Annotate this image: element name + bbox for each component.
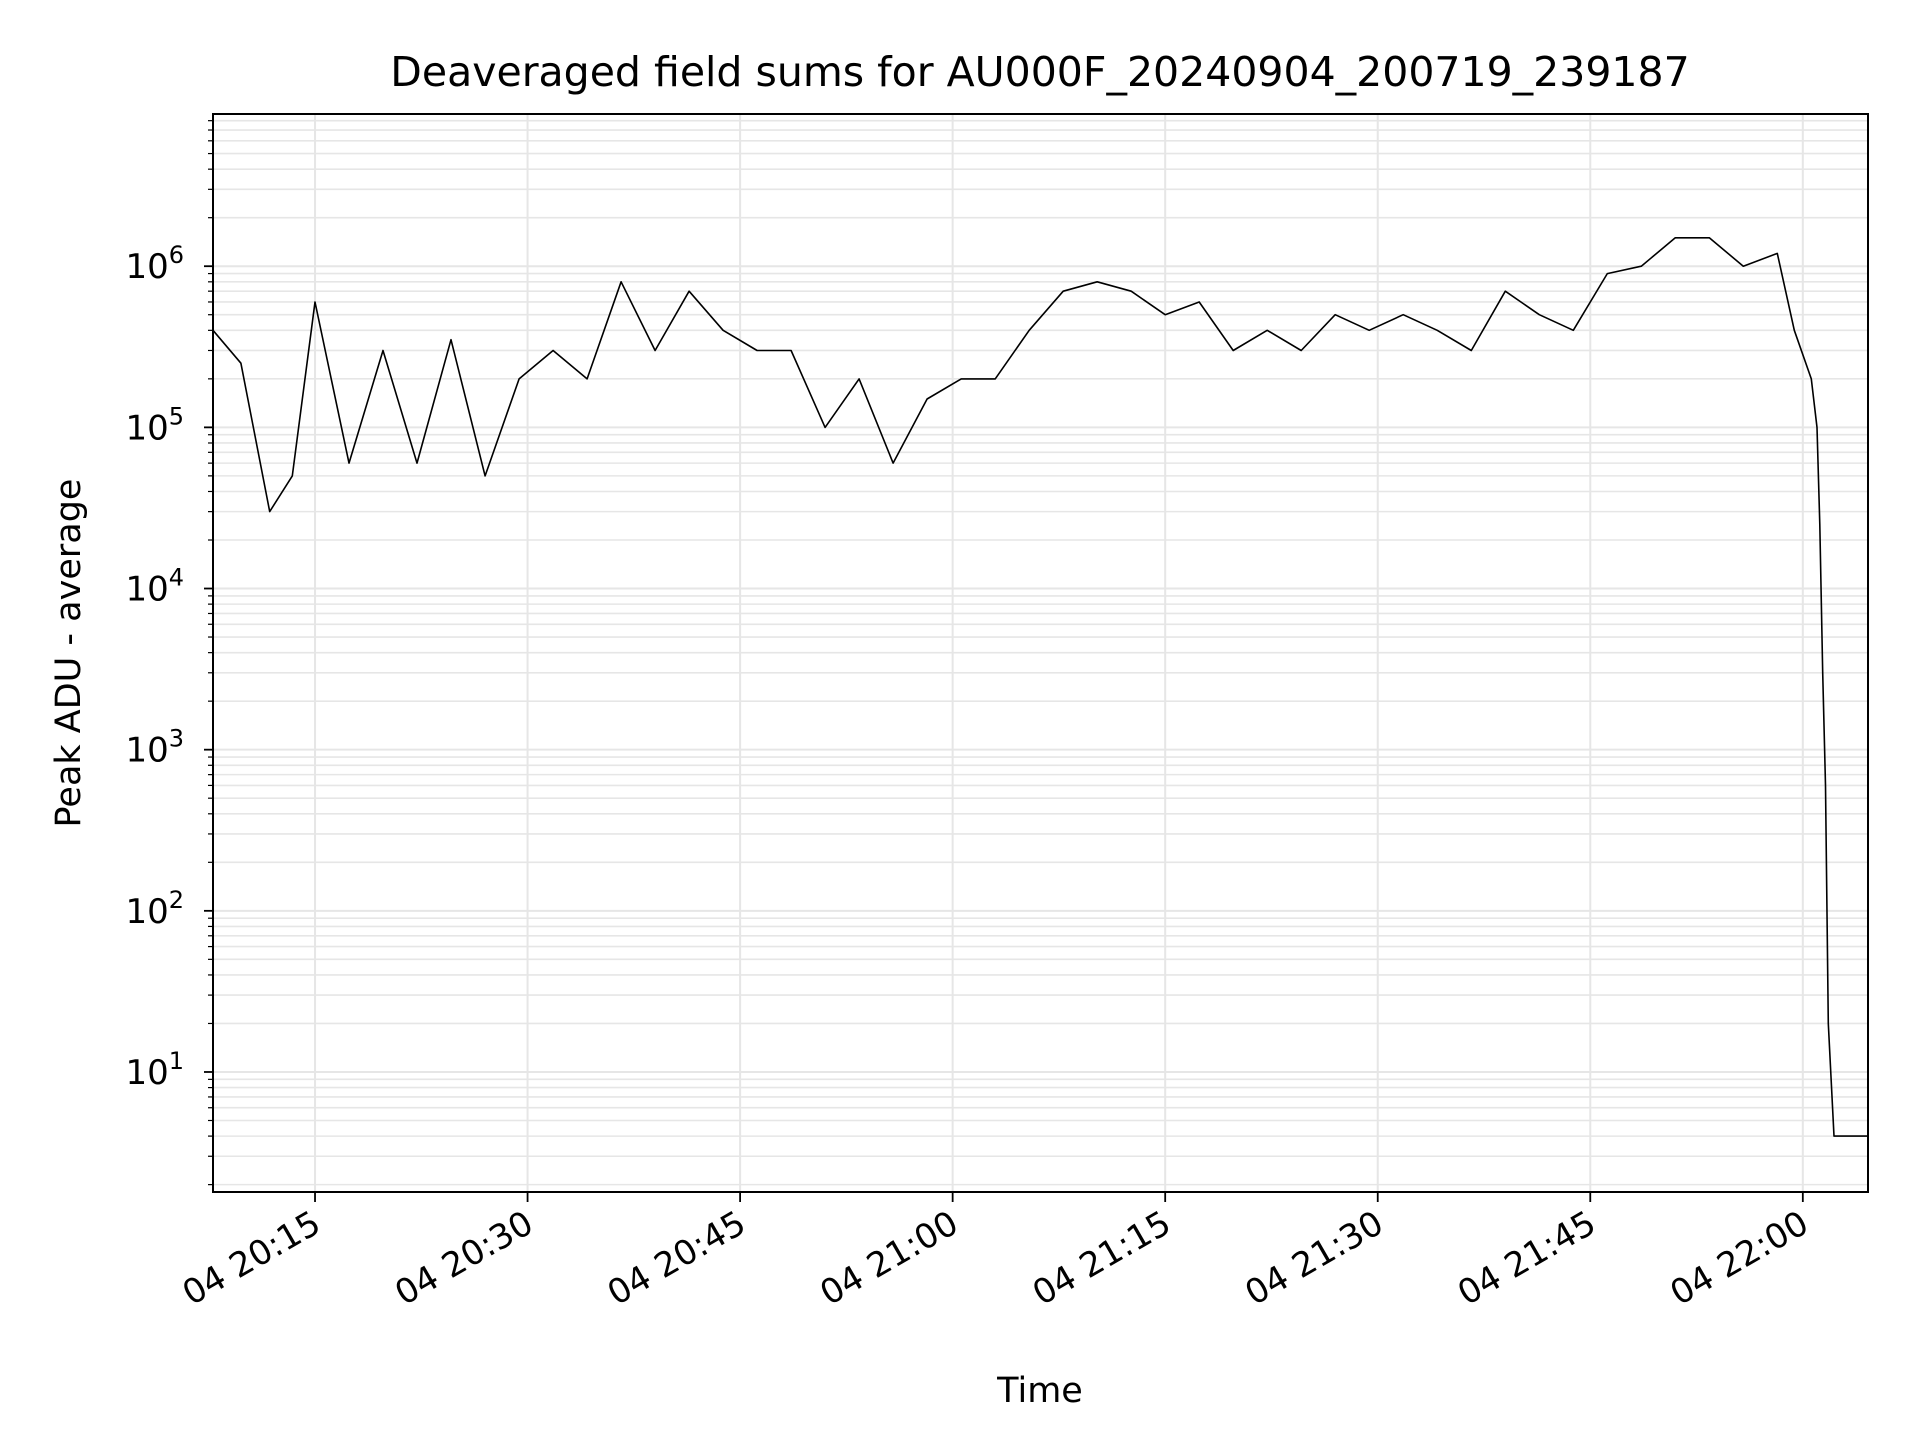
y-tick-label: 101	[125, 1047, 184, 1093]
y-tick-label: 104	[125, 564, 184, 610]
series-line	[212, 237, 1868, 1137]
y-tick-label: 106	[125, 241, 184, 287]
y-tick-label: 105	[125, 402, 184, 448]
y-tick-label: 103	[125, 725, 184, 771]
series-layer	[212, 237, 1868, 1137]
y-tick-label: 102	[125, 886, 184, 932]
major-grid	[213, 114, 1868, 1192]
x-axis-label: Time	[996, 1371, 1083, 1411]
minor-grid	[213, 119, 1868, 1186]
chart-title: Deaveraged field sums for AU000F_2024090…	[390, 48, 1689, 96]
y-axis-label: Peak ADU - average	[49, 479, 89, 828]
